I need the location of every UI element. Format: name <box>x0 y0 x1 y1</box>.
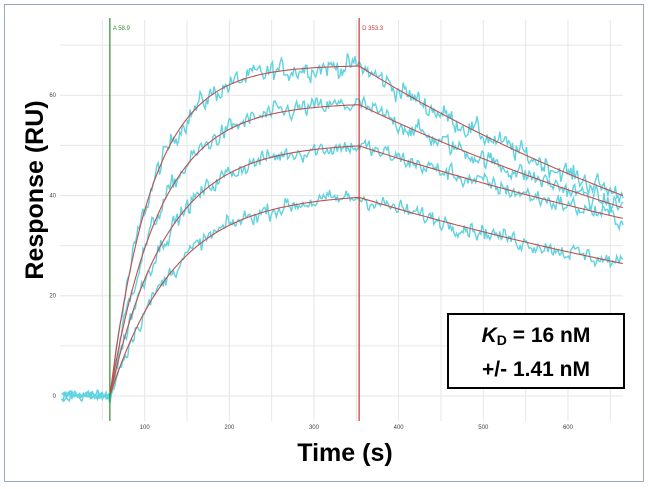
grid-layer <box>60 20 623 421</box>
marker-label-1: A 58.9 <box>113 26 131 32</box>
marker-label-2: D 353.3 <box>362 26 384 32</box>
y-tick-label: 0 <box>53 394 57 400</box>
y-tick-label: 20 <box>49 294 56 300</box>
kd-symbol: K <box>481 324 497 347</box>
measured-trace-2 <box>61 95 624 402</box>
x-tick-label: 200 <box>224 425 235 431</box>
kd-value: = 16 nM <box>512 324 591 347</box>
x-tick-label: 500 <box>478 425 489 431</box>
fit-layer <box>109 65 624 397</box>
y-axis-title: Response (RU) <box>21 100 49 279</box>
kd-error: +/- 1.41 nM <box>482 358 590 381</box>
x-tick-label: 400 <box>394 425 405 431</box>
marker-layer: A 58.9 D 353.3 <box>109 18 384 421</box>
x-tick-label: 600 <box>563 425 574 431</box>
y-tick-label: 40 <box>49 193 56 199</box>
x-axis-title: Time (s) <box>297 439 392 467</box>
tick-layer: 100 200 300 400 500 600 0 20 40 60 <box>49 93 573 431</box>
y-tick-label: 60 <box>49 93 56 99</box>
kd-value-line: KD = 16 nM <box>449 321 623 355</box>
fit-curve-1 <box>109 65 624 396</box>
x-tick-label: 100 <box>140 425 151 431</box>
fit-curve-3 <box>109 145 624 397</box>
fit-curve-2 <box>109 104 624 396</box>
x-tick-label: 300 <box>309 425 320 431</box>
fit-curve-4 <box>109 196 623 397</box>
kd-annotation-box: KD = 16 nM +/- 1.41 nM <box>447 313 625 389</box>
kd-subscript: D <box>496 332 507 348</box>
measured-trace-1 <box>61 53 624 403</box>
